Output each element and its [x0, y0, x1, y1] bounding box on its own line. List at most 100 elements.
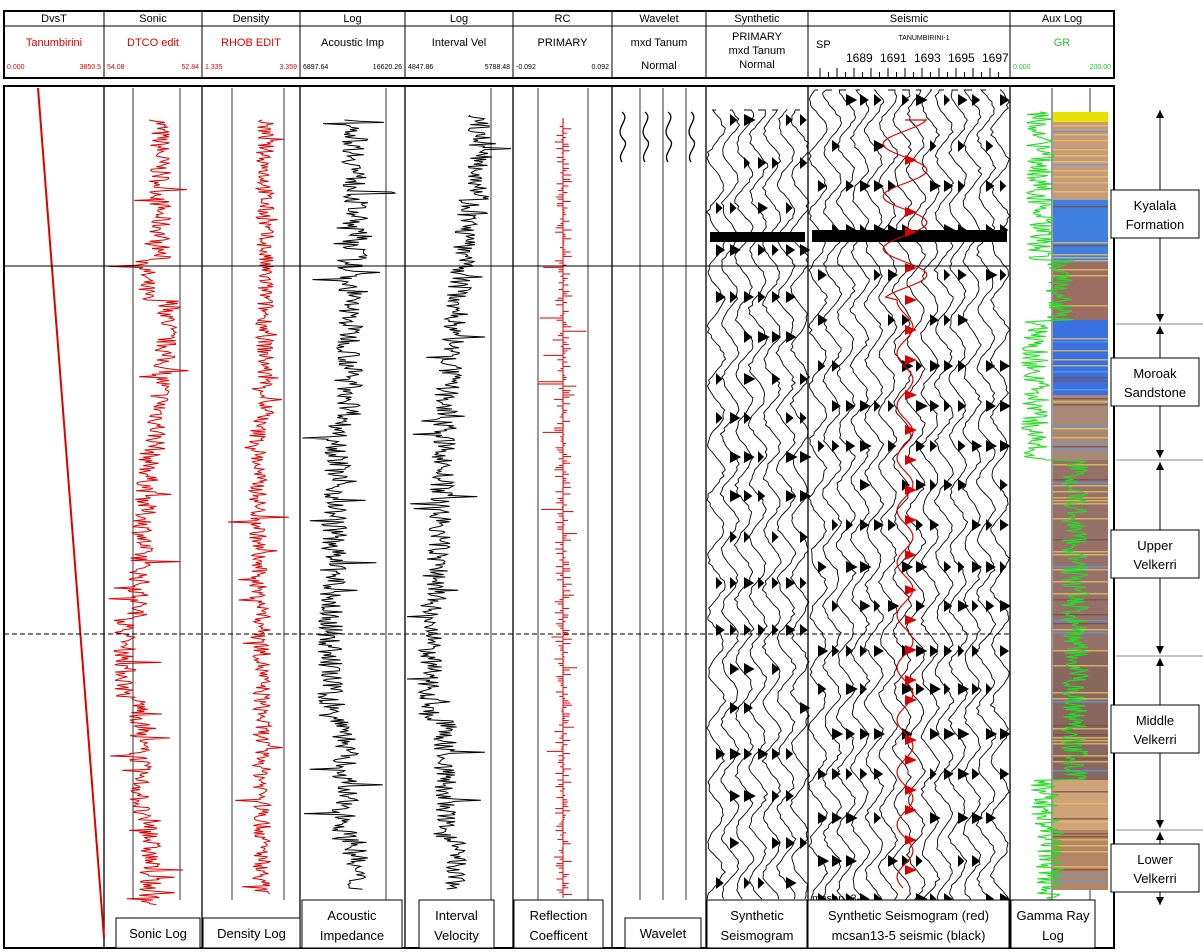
seismic-peak-fill [730, 114, 738, 126]
caption-line-2: mcsan13-5 seismic (black) [832, 928, 986, 943]
seismic-peak-fill [874, 812, 882, 824]
seismic-peak-fill [744, 451, 755, 463]
synthetic-peak-fill [905, 645, 917, 655]
synthetic-peak-fill [905, 615, 917, 625]
lithology-stripe [1053, 839, 1108, 841]
seismic-peak-fill [832, 768, 841, 780]
seismic-peak-fill [972, 600, 979, 612]
synthetic-peak-fill [905, 835, 917, 845]
seismic-peak-fill [786, 114, 793, 126]
sp-label: SP [816, 39, 831, 51]
seismic-peak-fill [786, 412, 794, 424]
synthetic-peak-fill [905, 585, 917, 595]
seismic-peak-fill [916, 400, 928, 412]
seismic-peak-fill [786, 291, 796, 303]
seismic-peak-fill [902, 855, 910, 867]
seismic-peak-fill [716, 624, 725, 636]
seismic-peak-fill [758, 624, 766, 636]
seismic-peak-fill [716, 748, 726, 760]
up-arrow-icon [1156, 326, 1164, 334]
synthetic-peak-fill [905, 695, 917, 705]
seismic-peak-fill [758, 877, 765, 889]
up-arrow-icon [1156, 110, 1164, 118]
caption-box [301, 899, 403, 949]
seismic-peak-fill [986, 360, 996, 372]
seismic-peak-fill [744, 624, 752, 636]
formation-annotations: Kyalala Formation Moroak Sandstone Upper Velk… [1110, 110, 1203, 905]
lithology-stripe [1053, 821, 1108, 823]
wavelet-trace [619, 111, 627, 163]
seismic-peak-fill [818, 360, 826, 372]
seismic-peak-fill [846, 400, 855, 412]
synthetic-peak-fill [905, 735, 917, 745]
seismic-peak-fill [860, 645, 868, 657]
seismic-peak-fill [944, 683, 951, 695]
seismic-peak-fill [916, 519, 924, 531]
track-title: Seismic [890, 13, 929, 25]
seismic-peak-fill [772, 837, 781, 849]
seismic-peak-fill [930, 728, 941, 740]
seismic-peak-fill [986, 561, 996, 573]
caption-line-2: Seismogram [721, 928, 794, 943]
seismic-peak-fill [916, 561, 928, 573]
seismic-peak-fill [972, 519, 982, 531]
caption-line-1: Interval [435, 908, 478, 923]
formation-name-2: Velkerri [1133, 732, 1176, 747]
lithology-stripe [1053, 176, 1108, 178]
seismic-peak-fill [874, 600, 881, 612]
seismic-peak-fill [744, 331, 753, 343]
lithology-stripe [1053, 758, 1108, 760]
seismic-peak-fill [846, 440, 856, 452]
lithology-stripe [1053, 365, 1108, 367]
seismic-peak-fill [916, 360, 923, 372]
track-subtitle: mxd Tanum [631, 37, 688, 49]
seismic-peak-fill [972, 768, 980, 780]
seismic-peak-fill [888, 314, 895, 326]
seismic-peak-fill [832, 140, 840, 152]
sonic-log-curve [108, 119, 189, 906]
seismic-peak-fill [832, 440, 840, 452]
seismic-peak-fill [716, 412, 723, 424]
track-title: Aux Log [1042, 13, 1082, 25]
lithology-stripe [1053, 692, 1108, 694]
seismic-peak-fill [930, 645, 939, 657]
seismic-trace [919, 89, 941, 919]
lithology-stripe [1053, 449, 1108, 451]
lithology-stripe [1053, 428, 1108, 430]
seismic-peak-fill [730, 451, 742, 463]
body-dividers [103, 86, 1011, 948]
lithology-stripe [1053, 398, 1108, 400]
seismic-peak-fill [944, 400, 951, 412]
seismic-peak-fill [902, 561, 914, 573]
seismic-peak-fill [832, 855, 843, 867]
caption-line-2: Log [1042, 928, 1064, 943]
seismic-peak-fill [818, 645, 829, 657]
seismic-peak-fill [958, 645, 965, 657]
seismic-trace [747, 109, 769, 900]
seismic-trace [933, 89, 955, 919]
seismic-peak-fill [958, 855, 965, 867]
seismic-peak-fill [744, 748, 753, 760]
formation-name-1: Lower [1137, 852, 1173, 867]
seismic-trace [807, 89, 829, 919]
seismic-peak-fill [860, 440, 872, 452]
seismic-peak-fill [860, 768, 868, 780]
scale-right: 0.092 [591, 64, 609, 71]
seismic-peak-fill [832, 812, 843, 824]
seismic-peak-fill [930, 768, 937, 780]
lithology-stripe [1053, 881, 1108, 883]
seismic-peak-fill [930, 683, 941, 695]
lithology-stripe [1053, 761, 1108, 763]
lithology-stripe [1053, 818, 1108, 820]
seismic-peak-fill [786, 490, 797, 502]
lithology-stripe [1053, 275, 1108, 277]
seismic-peak-fill [958, 400, 966, 412]
seismic-peak-fill [772, 157, 779, 169]
synthetic-peak-fill [905, 675, 917, 685]
seismic-peak-fill [902, 683, 914, 695]
caption-box [202, 917, 301, 949]
seismic-peak-fill [986, 519, 993, 531]
seismic-peak-fill [772, 748, 781, 760]
seismic-peak-fill [832, 360, 840, 372]
